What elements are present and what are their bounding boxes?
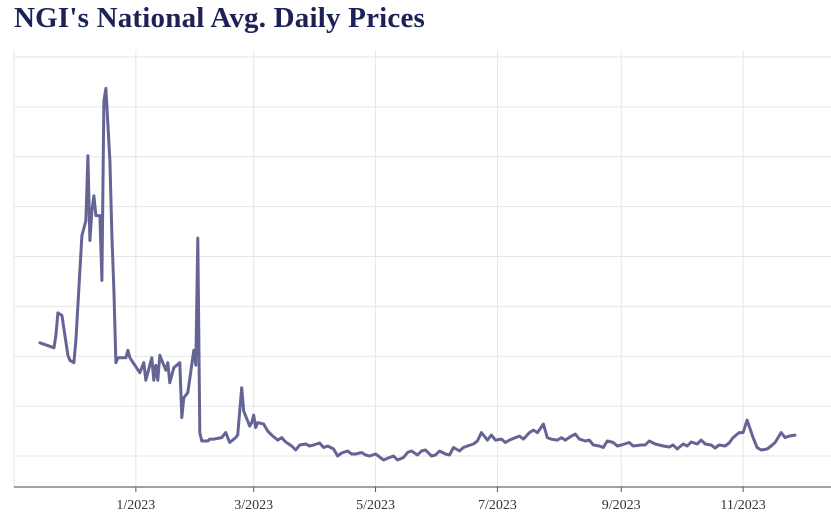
price-series-line <box>38 86 797 462</box>
x-tick-label: 9/2023 <box>602 498 641 513</box>
horizontal-gridlines <box>14 56 831 457</box>
x-tick-label: 11/2023 <box>720 498 765 513</box>
vertical-gridlines <box>13 50 744 487</box>
x-tick-label: 1/2023 <box>116 498 155 513</box>
x-axis-ticks: 1/2023 3/2023 5/2023 7/2023 9/2023 11/2023 <box>116 487 766 513</box>
x-tick-label: 7/2023 <box>478 498 517 513</box>
x-tick-label: 3/2023 <box>234 498 273 513</box>
chart-title: NGI's National Avg. Daily Prices <box>14 2 426 34</box>
x-tick-label: 5/2023 <box>356 498 395 513</box>
